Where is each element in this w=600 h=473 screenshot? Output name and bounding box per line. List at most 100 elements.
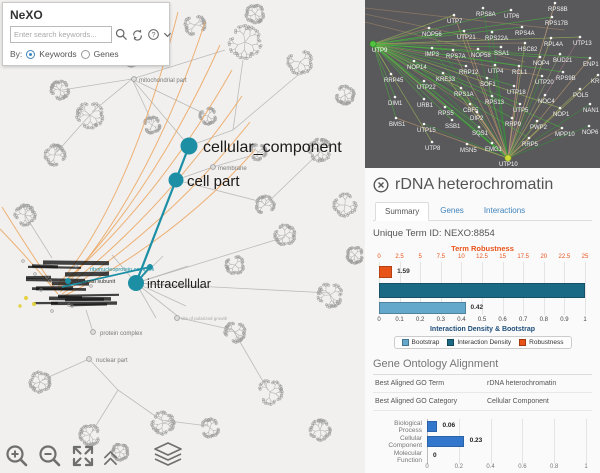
gene-label[interactable]: NOP1: [553, 112, 570, 118]
go-axis-tick: 0: [425, 464, 429, 470]
gene-label[interactable]: UTP20: [535, 80, 554, 86]
gene-label[interactable]: RRP45: [384, 78, 404, 84]
search-input[interactable]: [10, 26, 112, 43]
go-axis-tick: 0.6: [518, 464, 527, 470]
gene-label[interactable]: UTP18: [507, 90, 526, 96]
ontology-cluster-term[interactable]: ribosomal subunit: [72, 279, 116, 285]
gene-label[interactable]: SSA1: [494, 51, 510, 57]
gene-label[interactable]: BUD21: [553, 58, 573, 64]
gene-label[interactable]: CBF5: [463, 108, 479, 114]
gene-label[interactable]: MSN5: [460, 148, 477, 154]
top-axis-tick: 17.5: [517, 254, 530, 260]
gene-label[interactable]: POL5: [573, 93, 589, 99]
gene-label[interactable]: UTP15: [417, 128, 436, 134]
layers-icon[interactable]: [153, 442, 183, 469]
gene-label[interactable]: RPS22A: [485, 36, 508, 42]
gene-label[interactable]: RPS1A: [454, 92, 474, 98]
fit-view-icon[interactable]: [70, 443, 96, 469]
ontology-sub-term[interactable]: nuclear part: [96, 358, 128, 364]
radio-keywords-label[interactable]: Keywords: [39, 49, 77, 59]
canvas-toolbar: [4, 442, 183, 469]
gene-label[interactable]: BMS1: [389, 122, 406, 128]
go-axis-tick: 0.4: [486, 464, 495, 470]
gene-label[interactable]: EMG1: [485, 147, 503, 153]
gene-label[interactable]: URB1: [417, 103, 434, 109]
search-icon[interactable]: [115, 28, 128, 41]
gene-label[interactable]: RPS17B: [545, 21, 568, 27]
radio-genes-label[interactable]: Genes: [93, 49, 119, 59]
svg-text:?: ?: [152, 32, 156, 39]
gene-label[interactable]: SOF1: [480, 82, 496, 88]
gene-label[interactable]: RPS7A: [446, 54, 466, 60]
gene-label[interactable]: UTP6: [504, 14, 520, 20]
interaction-density-bar: [379, 283, 585, 298]
gene-label[interactable]: IMP3: [425, 52, 440, 58]
gene-hub-label[interactable]: UTP10: [499, 162, 518, 168]
zoom-out-icon[interactable]: [37, 443, 63, 469]
gene-label[interactable]: RPS13: [485, 100, 505, 106]
gene-label[interactable]: SQS1: [472, 131, 489, 137]
ontology-sub-term[interactable]: site of polarized growth: [181, 316, 228, 321]
radio-genes[interactable]: [80, 49, 90, 59]
gene-label[interactable]: PWP2: [530, 125, 548, 131]
ontology-major-term[interactable]: cellular_component: [203, 139, 342, 156]
ontology-sub-term[interactable]: mitochondrial part: [139, 78, 187, 84]
gene-label[interactable]: RPS8A: [476, 12, 496, 18]
gene-label[interactable]: UTP8: [425, 146, 441, 152]
gene-label[interactable]: HSC82: [518, 47, 538, 53]
gene-label[interactable]: ENP1: [583, 62, 599, 68]
term-details-panel: rDNA heterochromatin Summary Genes Inter…: [365, 168, 600, 473]
gene-label[interactable]: RRP9: [505, 122, 522, 128]
refresh-icon[interactable]: [131, 28, 144, 41]
collapse-icon[interactable]: [103, 450, 118, 467]
bottom-axis-tick: 1: [583, 317, 587, 323]
ontology-major-term[interactable]: cell part: [187, 173, 240, 190]
gene-label[interactable]: UTP22: [417, 85, 436, 91]
gene-label[interactable]: UTP4: [488, 69, 504, 75]
gene-label[interactable]: UTP7: [447, 19, 463, 25]
gene-label[interactable]: RPL4A: [544, 42, 563, 48]
gene-label[interactable]: KRE33: [436, 77, 456, 83]
gene-label[interactable]: NOP14: [407, 65, 427, 71]
ontology-cluster-term[interactable]: ribonucleoprotein complex: [90, 267, 154, 273]
gene-label[interactable]: RCL1: [512, 70, 528, 76]
gene-label[interactable]: KRI1: [591, 79, 600, 85]
gene-label[interactable]: RPS8B: [548, 7, 568, 13]
close-icon[interactable]: [373, 177, 389, 193]
top-axis-tick: 15: [499, 254, 506, 260]
gene-label[interactable]: NOC4: [538, 99, 555, 105]
tab-interactions[interactable]: Interactions: [483, 206, 526, 215]
gene-label[interactable]: UTP21: [457, 35, 476, 41]
chevron-down-icon[interactable]: [163, 31, 172, 39]
gene-label[interactable]: RPS5: [438, 111, 454, 117]
gene-label[interactable]: NOP4: [533, 61, 550, 67]
gene-label[interactable]: NOP56: [422, 32, 442, 38]
gene-label[interactable]: NOP58: [471, 53, 491, 59]
ontology-sub-term[interactable]: protein complex: [100, 331, 142, 337]
gene-label[interactable]: UTP13: [573, 41, 592, 47]
ontology-major-term[interactable]: intracellular: [147, 277, 211, 291]
gene-hub-label[interactable]: UTP9: [372, 48, 388, 54]
radio-keywords[interactable]: [26, 49, 36, 59]
tab-genes[interactable]: Genes: [440, 206, 464, 215]
gene-label[interactable]: DIM1: [388, 101, 403, 107]
gene-label[interactable]: RRP12: [459, 70, 479, 76]
zoom-in-icon[interactable]: [4, 443, 30, 469]
help-icon[interactable]: ?: [147, 28, 160, 41]
gene-label[interactable]: RPS9B: [556, 76, 576, 82]
gene-label[interactable]: NOP6: [582, 130, 599, 136]
gene-label[interactable]: SSB1: [445, 124, 461, 130]
gene-label[interactable]: DIP2: [470, 116, 484, 122]
gene-label[interactable]: NAN1: [583, 108, 600, 114]
gene-label[interactable]: UTP5: [513, 108, 529, 114]
gene-interaction-panel[interactable]: UTP7 RPS8A UTP6 RPS8B RPS17B NOP56 UTP21 RPS22A…: [365, 0, 600, 169]
gene-interaction-network[interactable]: UTP7 RPS8A UTP6 RPS8B RPS17B NOP56 UTP21 RPS22A…: [365, 0, 600, 168]
tab-summary[interactable]: Summary: [375, 202, 430, 221]
ontology-sub-term[interactable]: membrane: [218, 166, 247, 172]
top-axis-tick: 20: [540, 254, 548, 260]
gene-label[interactable]: RPS4A: [515, 31, 535, 37]
bottom-axis-tick: 0.1: [395, 317, 404, 323]
gene-label[interactable]: MPP10: [555, 132, 575, 138]
gene-label[interactable]: RRP5: [522, 142, 539, 148]
